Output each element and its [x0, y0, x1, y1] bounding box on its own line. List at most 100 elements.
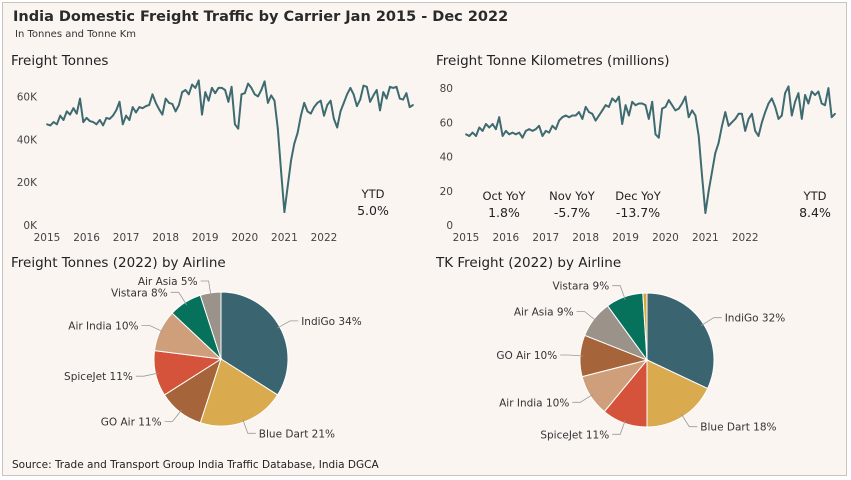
data-point — [814, 94, 816, 96]
data-point — [405, 92, 408, 95]
data-point — [711, 171, 713, 173]
leader-line — [200, 280, 212, 296]
data-point — [651, 100, 654, 103]
annotation-value: -5.7% — [554, 205, 590, 220]
data-point — [827, 87, 830, 89]
data-point — [528, 128, 531, 131]
series-line — [465, 85, 836, 214]
data-point — [584, 106, 587, 108]
data-point — [326, 104, 329, 106]
data-point — [671, 104, 673, 107]
data-point — [608, 106, 610, 108]
data-point — [515, 133, 517, 136]
data-point — [774, 106, 777, 108]
data-point — [757, 135, 760, 137]
data-point — [89, 120, 91, 122]
data-point — [296, 132, 299, 134]
data-point — [56, 123, 58, 126]
data-point — [151, 93, 154, 96]
x-tick-label: 2018 — [572, 232, 599, 244]
leader-line — [276, 320, 299, 329]
data-point — [744, 130, 747, 132]
data-point — [349, 87, 352, 89]
data-point — [214, 92, 217, 95]
data-point — [309, 112, 312, 115]
data-point — [568, 116, 570, 119]
data-point — [485, 123, 487, 125]
data-point — [521, 136, 524, 139]
data-point — [777, 118, 780, 120]
data-point — [508, 133, 511, 136]
data-point — [283, 211, 286, 214]
data-point — [731, 121, 733, 124]
data-point — [260, 89, 263, 91]
pie-label: GO Air 11% — [101, 416, 162, 428]
leader-line — [164, 409, 183, 422]
x-tick-label: 2020 — [231, 232, 258, 244]
annotation-value: 1.8% — [488, 205, 520, 220]
data-point — [148, 104, 151, 106]
data-point — [465, 133, 467, 136]
chart-1-title: Freight Tonnes — [11, 53, 109, 69]
data-point — [359, 98, 362, 101]
data-point — [691, 109, 693, 112]
data-point — [408, 106, 411, 108]
data-point — [211, 87, 213, 89]
data-point — [604, 104, 607, 107]
data-point — [257, 95, 259, 98]
data-point — [250, 87, 253, 89]
data-point — [102, 124, 104, 127]
data-point — [234, 123, 236, 126]
data-point — [392, 87, 395, 89]
pie-label: GO Air 10% — [496, 350, 557, 362]
data-point — [824, 104, 826, 107]
data-point — [412, 104, 414, 106]
data-point — [395, 85, 398, 88]
data-point — [128, 119, 131, 121]
data-point — [571, 114, 574, 117]
annotation-value: -13.7% — [616, 205, 660, 220]
data-point — [784, 92, 786, 95]
data-point — [82, 121, 85, 123]
data-point — [201, 113, 203, 116]
data-point — [594, 119, 597, 122]
data-point — [379, 109, 381, 112]
data-point — [118, 100, 121, 103]
pie-label: Air India 10% — [68, 320, 138, 332]
chart-3-title: Freight Tonnes (2022) by Airline — [11, 255, 226, 271]
data-point — [495, 128, 497, 131]
data-point — [65, 110, 68, 113]
data-point — [564, 114, 567, 117]
leader-line — [242, 419, 256, 434]
data-point — [751, 112, 753, 115]
data-point — [286, 185, 289, 188]
data-point — [207, 99, 210, 102]
data-point — [356, 105, 358, 107]
data-point — [558, 119, 560, 122]
y-tick-label: 0 — [446, 220, 453, 232]
data-point — [591, 112, 594, 115]
data-point — [49, 124, 52, 127]
data-point — [115, 109, 118, 112]
freight-tonnes-pie-chart: IndiGo 34% Blue Dart 21% GO Air 11% SpiceJe… — [64, 276, 362, 440]
data-point — [764, 111, 767, 113]
data-point — [273, 99, 276, 102]
data-point — [362, 84, 365, 87]
x-tick-label: 2019 — [612, 232, 639, 244]
data-point — [717, 142, 720, 144]
tk-freight-pie-chart: IndiGo 32% Blue Dart 18% SpiceJet 11% Air I… — [496, 281, 785, 442]
data-point — [197, 79, 200, 82]
series-line — [46, 79, 414, 214]
pie-label: Air India 10% — [499, 397, 569, 409]
data-point — [125, 114, 127, 117]
data-point — [481, 130, 484, 132]
data-point — [694, 114, 697, 117]
data-point — [62, 119, 65, 121]
data-point — [638, 102, 640, 105]
data-point — [724, 111, 727, 113]
data-point — [372, 94, 375, 97]
data-point — [267, 102, 269, 104]
data-point — [830, 116, 833, 119]
leader-line — [680, 413, 698, 428]
data-point — [402, 98, 404, 101]
